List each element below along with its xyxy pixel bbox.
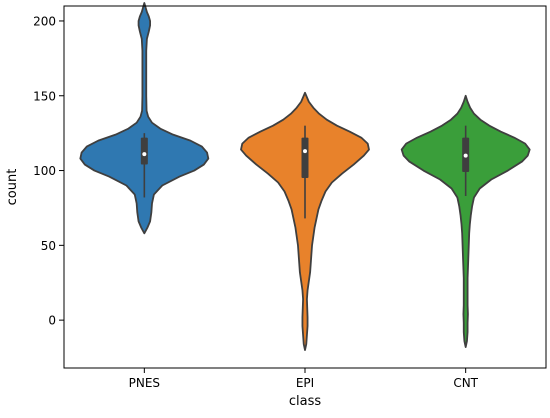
x-tick-label: PNES xyxy=(129,376,160,390)
violin-median-pnes xyxy=(142,152,147,157)
violin-iqr-box-pnes xyxy=(140,137,148,165)
violins-layer xyxy=(79,2,531,351)
violin-median-epi xyxy=(303,149,307,154)
y-tick-label: 150 xyxy=(33,89,56,103)
violin-median-cnt xyxy=(463,153,468,158)
y-tick-label: 0 xyxy=(48,314,56,328)
plot-frame xyxy=(63,5,547,369)
boxes-layer xyxy=(140,125,470,219)
x-axis-ticks: PNES EPI CNT xyxy=(129,368,479,390)
y-tick-label: 50 xyxy=(41,239,56,253)
y-tick-label: 200 xyxy=(33,14,56,28)
violin-body-cnt xyxy=(400,94,531,348)
y-axis-label: count xyxy=(5,169,20,206)
x-tick-label: EPI xyxy=(296,376,314,390)
y-tick-label: 100 xyxy=(33,164,56,178)
violin-body-pnes xyxy=(79,2,210,235)
y-axis-ticks: 0 50 100 150 200 xyxy=(33,14,64,328)
violin-body-epi xyxy=(240,91,370,351)
x-axis-label: class xyxy=(289,394,321,409)
violin-iqr-box-epi xyxy=(301,137,309,179)
x-tick-label: CNT xyxy=(453,376,478,390)
